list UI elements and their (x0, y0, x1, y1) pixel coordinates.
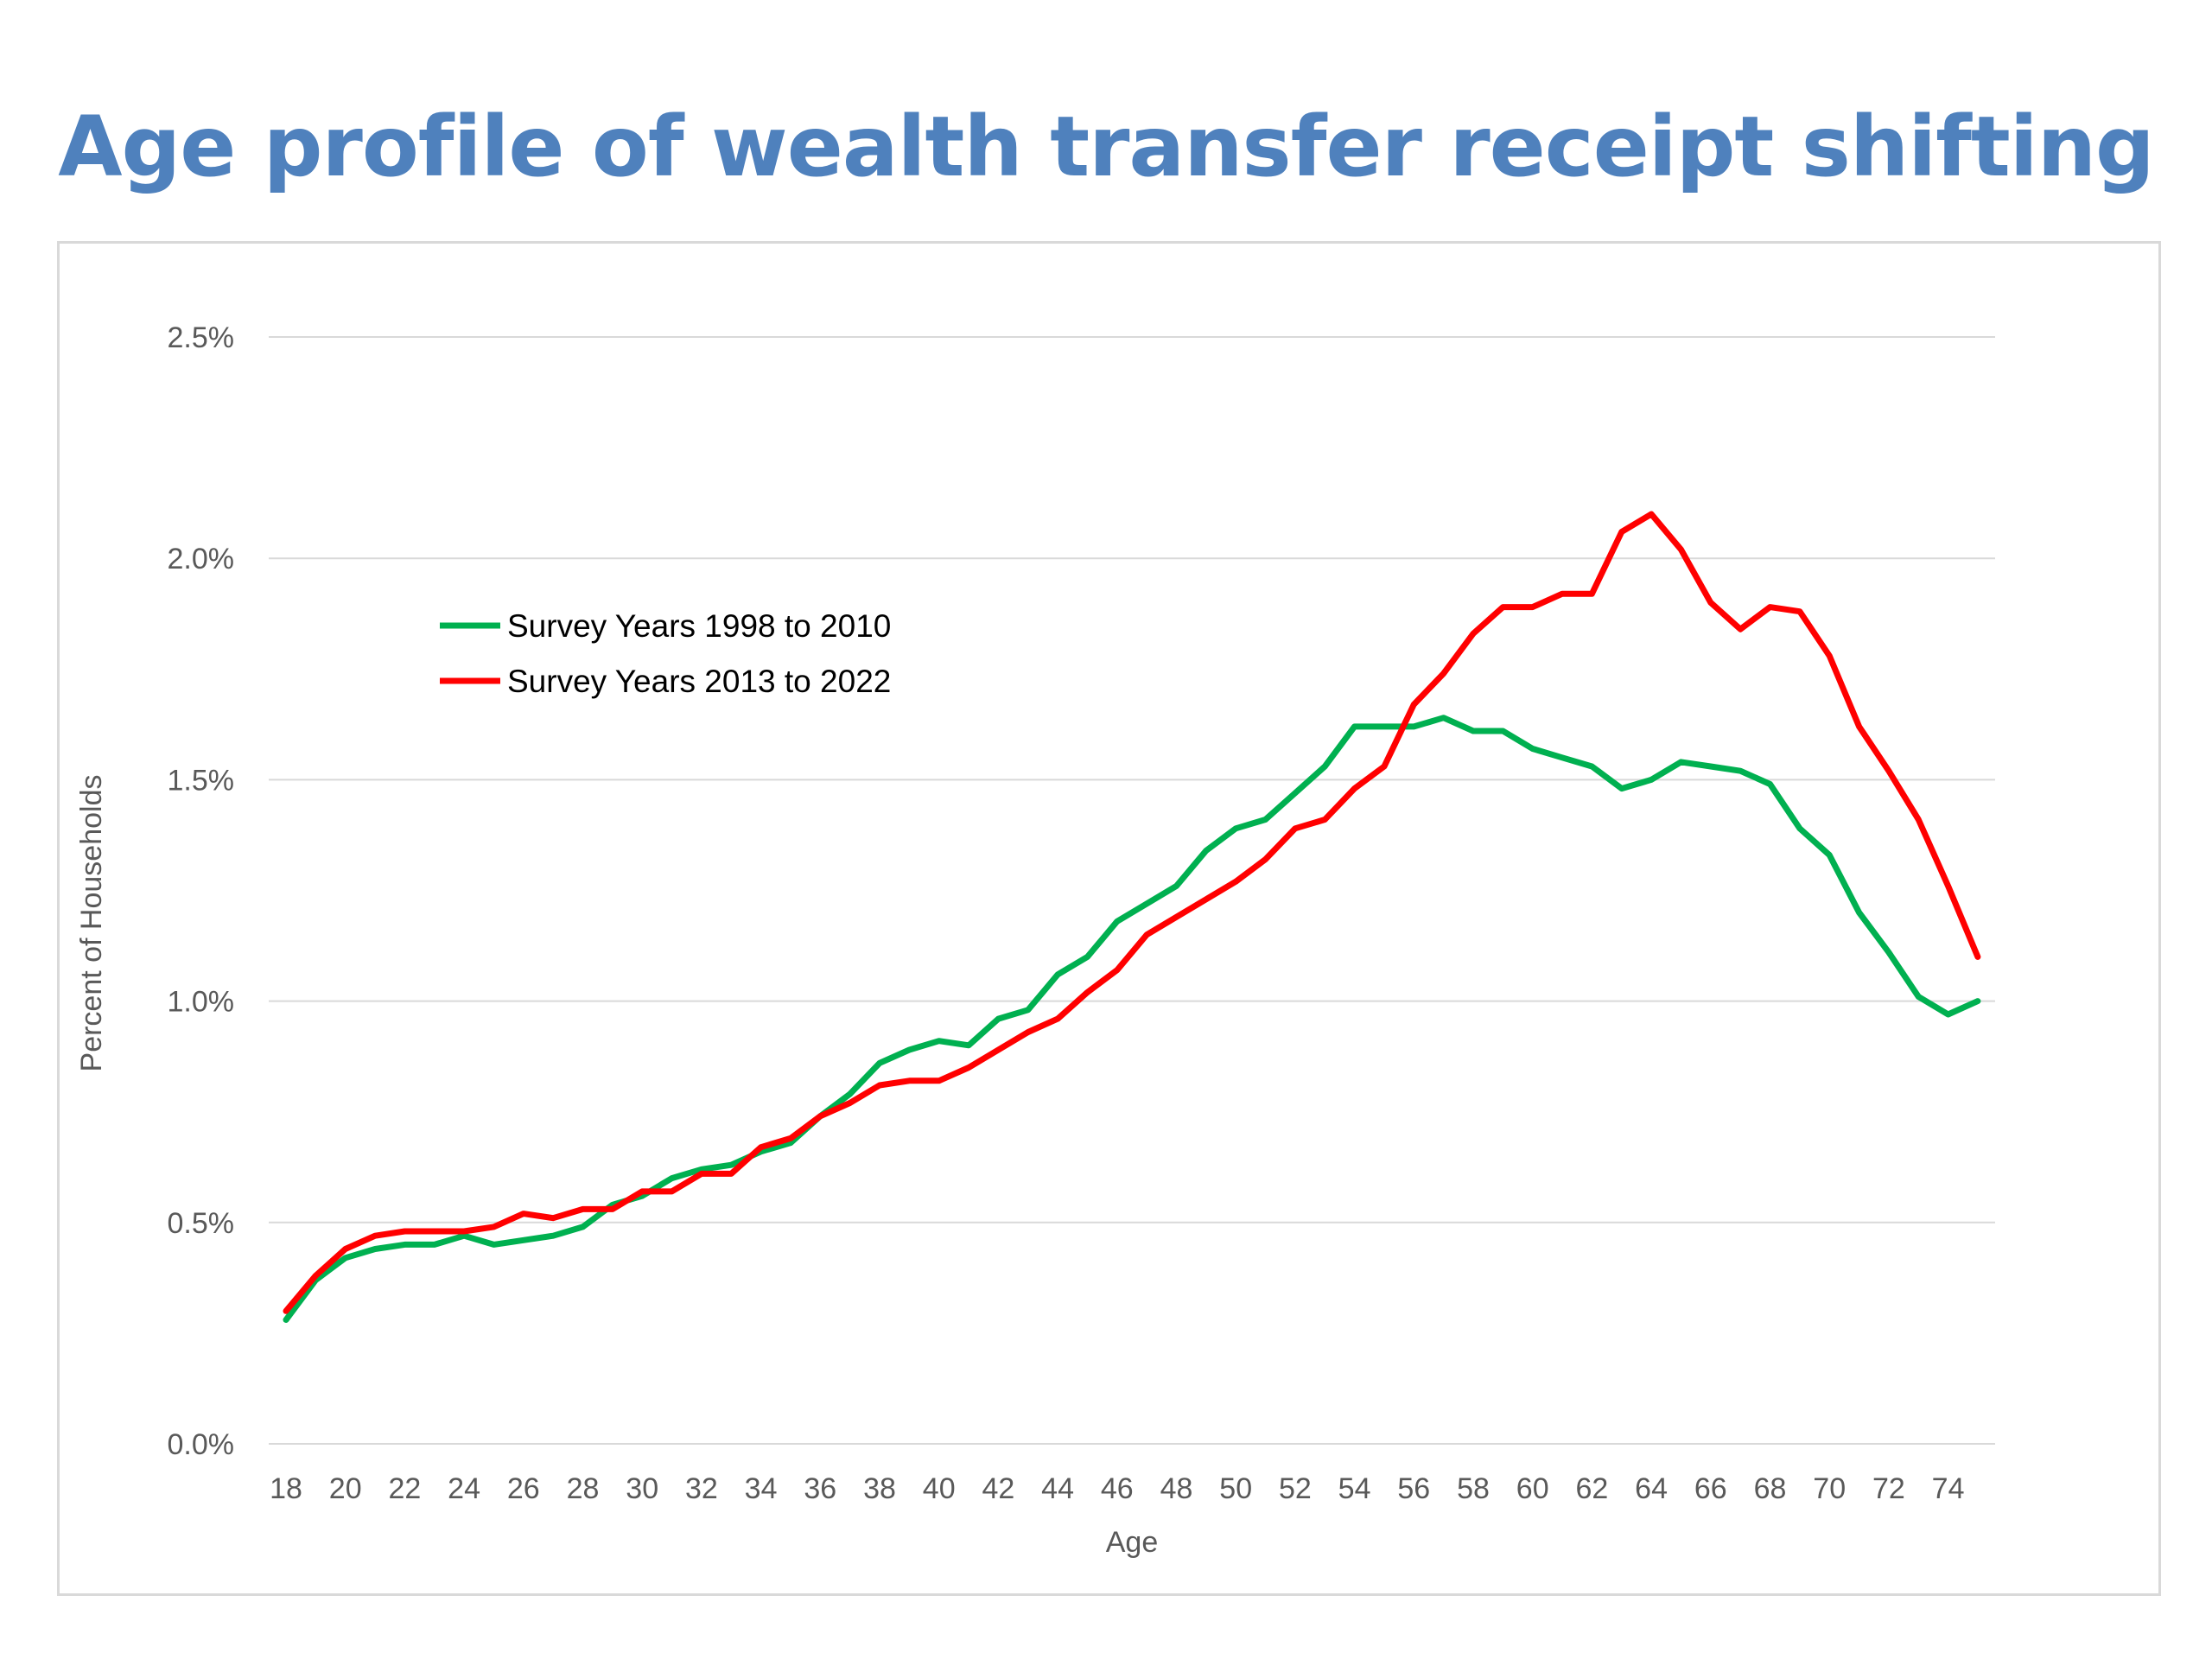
x-tick-label: 56 (1397, 1472, 1430, 1505)
x-tick-label: 48 (1160, 1472, 1193, 1505)
x-tick-label: 28 (567, 1472, 600, 1505)
x-axis-title: Age (1106, 1526, 1159, 1559)
x-tick-label: 32 (685, 1472, 718, 1505)
x-tick-label: 72 (1872, 1472, 1905, 1505)
x-tick-label: 64 (1635, 1472, 1668, 1505)
y-tick-label: 0.5% (168, 1207, 235, 1240)
x-tick-label: 22 (388, 1472, 421, 1505)
x-tick-label: 42 (982, 1472, 1014, 1505)
x-axis-ticks: 18 20 22 24 26 28 30 32 34 36 38 40 42 44 46 48 50 52 54 56… (270, 1472, 1964, 1505)
y-tick-label: 1.5% (168, 764, 235, 797)
series-line-2 (283, 511, 1981, 1314)
x-tick-label: 52 (1279, 1472, 1312, 1505)
x-tick-label: 40 (923, 1472, 956, 1505)
x-tick-label: 70 (1813, 1472, 1846, 1505)
x-tick-label: 34 (745, 1472, 778, 1505)
series-line-1 (283, 715, 1981, 1323)
x-tick-label: 54 (1338, 1472, 1371, 1505)
x-tick-label: 24 (448, 1472, 480, 1505)
x-tick-label: 50 (1219, 1472, 1252, 1505)
legend-label: Survey Years 2013 to 2022 (507, 664, 891, 699)
x-tick-label: 36 (804, 1472, 836, 1505)
x-tick-label: 18 (270, 1472, 302, 1505)
y-axis-title: Percent of Households (75, 775, 108, 1072)
x-tick-label: 60 (1516, 1472, 1549, 1505)
x-tick-label: 20 (329, 1472, 362, 1505)
x-tick-label: 58 (1457, 1472, 1490, 1505)
y-tick-label: 2.5% (168, 321, 235, 354)
gridlines (269, 336, 1995, 1445)
y-tick-label: 0.0% (168, 1428, 235, 1461)
x-tick-label: 26 (507, 1472, 540, 1505)
y-tick-label: 1.0% (168, 986, 235, 1019)
x-tick-label: 30 (626, 1472, 658, 1505)
legend: Survey Years 1998 to 2010 Survey Years 20… (440, 608, 891, 699)
x-tick-label: 38 (863, 1472, 896, 1505)
line-chart: 0.0% 0.5% 1.0% 1.5% 2.0% 2.5% 18 20 22 24 26 28 30 3… (75, 321, 1995, 1559)
x-tick-label: 66 (1694, 1472, 1727, 1505)
x-tick-label: 46 (1101, 1472, 1134, 1505)
legend-label: Survey Years 1998 to 2010 (507, 608, 891, 644)
x-tick-label: 68 (1754, 1472, 1787, 1505)
y-tick-label: 2.0% (168, 543, 235, 575)
series-lines (283, 511, 1981, 1323)
x-tick-label: 44 (1041, 1472, 1074, 1505)
slide-title: Age profile of wealth transfer receipt s… (58, 99, 2155, 195)
y-axis-ticks: 0.0% 0.5% 1.0% 1.5% 2.0% 2.5% (168, 321, 235, 1461)
chart-frame: 0.0% 0.5% 1.0% 1.5% 2.0% 2.5% 18 20 22 24 26 28 30 3… (57, 241, 2161, 1596)
x-tick-label: 74 (1932, 1472, 1965, 1505)
x-tick-label: 62 (1575, 1472, 1608, 1505)
